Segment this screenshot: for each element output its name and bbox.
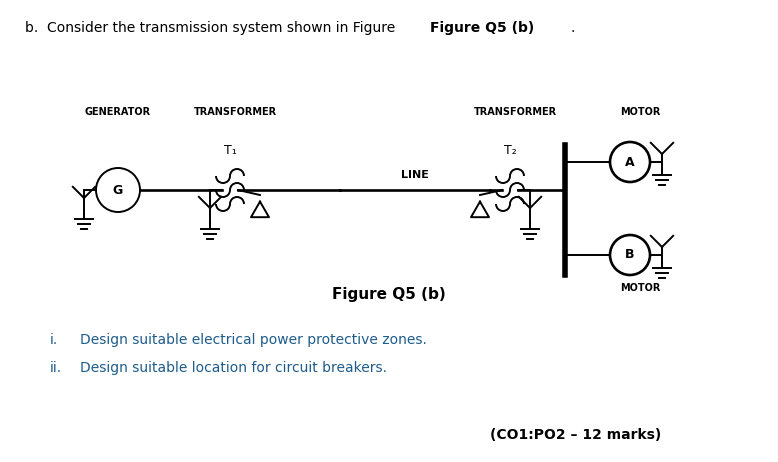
Text: .: . <box>571 21 576 35</box>
Text: T₁: T₁ <box>223 144 237 157</box>
Text: A: A <box>626 156 635 169</box>
Text: Figure Q5 (b): Figure Q5 (b) <box>332 287 446 303</box>
Text: G: G <box>113 183 123 196</box>
Text: MOTOR: MOTOR <box>620 107 661 117</box>
Text: i.: i. <box>50 333 58 347</box>
Text: ii.: ii. <box>50 361 62 375</box>
Text: MOTOR: MOTOR <box>620 283 661 293</box>
Text: Figure Q5 (b): Figure Q5 (b) <box>430 21 534 35</box>
Text: T₂: T₂ <box>503 144 517 157</box>
Text: b.  Consider the transmission system shown in Figure: b. Consider the transmission system show… <box>25 21 400 35</box>
Text: LINE: LINE <box>401 170 429 180</box>
Text: GENERATOR: GENERATOR <box>85 107 151 117</box>
Text: Design suitable electrical power protective zones.: Design suitable electrical power protect… <box>80 333 427 347</box>
Text: TRANSFORMER: TRANSFORMER <box>474 107 556 117</box>
Text: B: B <box>626 249 635 261</box>
Text: Design suitable location for circuit breakers.: Design suitable location for circuit bre… <box>80 361 387 375</box>
Text: TRANSFORMER: TRANSFORMER <box>194 107 276 117</box>
Text: (CO1:PO2 – 12 marks): (CO1:PO2 – 12 marks) <box>490 428 661 442</box>
